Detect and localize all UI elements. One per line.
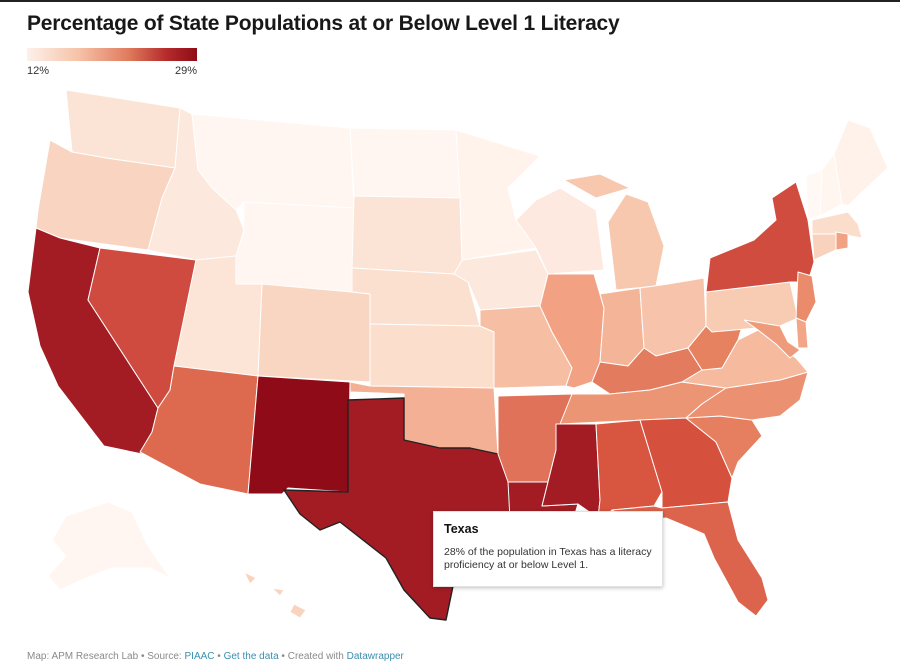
state-north-dakota[interactable] bbox=[349, 127, 461, 199]
us-choropleth-map[interactable] bbox=[0, 70, 900, 645]
state-connecticut[interactable] bbox=[811, 233, 837, 261]
get-data-link[interactable]: Get the data bbox=[223, 651, 279, 662]
state-wyoming[interactable] bbox=[235, 201, 355, 293]
state-hawaii[interactable] bbox=[243, 571, 307, 619]
source-link[interactable]: PIAAC bbox=[184, 651, 215, 662]
datawrapper-link[interactable]: Datawrapper bbox=[346, 651, 404, 662]
created-label: Created with bbox=[287, 651, 344, 662]
state-new-jersey[interactable] bbox=[795, 271, 817, 323]
state-alaska[interactable] bbox=[47, 501, 171, 591]
state-maryland[interactable] bbox=[743, 319, 801, 359]
map-credit: Map: APM Research Lab bbox=[27, 651, 139, 662]
tooltip-title: Texas bbox=[444, 522, 479, 536]
state-vermont[interactable] bbox=[805, 169, 823, 221]
state-south-dakota[interactable] bbox=[351, 195, 463, 275]
state-tooltip: Texas 28% of the population in Texas has… bbox=[433, 511, 663, 587]
source-label: Source: bbox=[147, 651, 182, 662]
footer-credits: Map: APM Research Lab • Source: PIAAC • … bbox=[27, 651, 404, 662]
state-delaware[interactable] bbox=[795, 317, 809, 349]
state-minnesota[interactable] bbox=[455, 129, 541, 261]
map-title: Percentage of State Populations at or Be… bbox=[27, 12, 620, 35]
state-rhode-island[interactable] bbox=[835, 231, 849, 251]
state-new-mexico[interactable] bbox=[247, 375, 351, 495]
state-indiana[interactable] bbox=[599, 287, 645, 367]
separator: • bbox=[140, 651, 145, 662]
state-wisconsin[interactable] bbox=[515, 187, 605, 275]
legend-gradient bbox=[27, 48, 197, 61]
legend-max-label: 29% bbox=[174, 65, 197, 77]
state-michigan[interactable] bbox=[563, 173, 665, 291]
color-legend: 12% 29% bbox=[27, 48, 197, 77]
state-colorado[interactable] bbox=[257, 283, 371, 383]
tooltip-text: 28% of the population in Texas has a lit… bbox=[444, 546, 652, 571]
state-florida[interactable] bbox=[611, 501, 769, 617]
separator: • bbox=[281, 651, 285, 662]
top-rule bbox=[0, 0, 900, 2]
legend-min-label: 12% bbox=[27, 65, 50, 77]
separator: • bbox=[217, 651, 221, 662]
state-kansas[interactable] bbox=[369, 323, 495, 389]
state-maine[interactable] bbox=[833, 119, 889, 207]
